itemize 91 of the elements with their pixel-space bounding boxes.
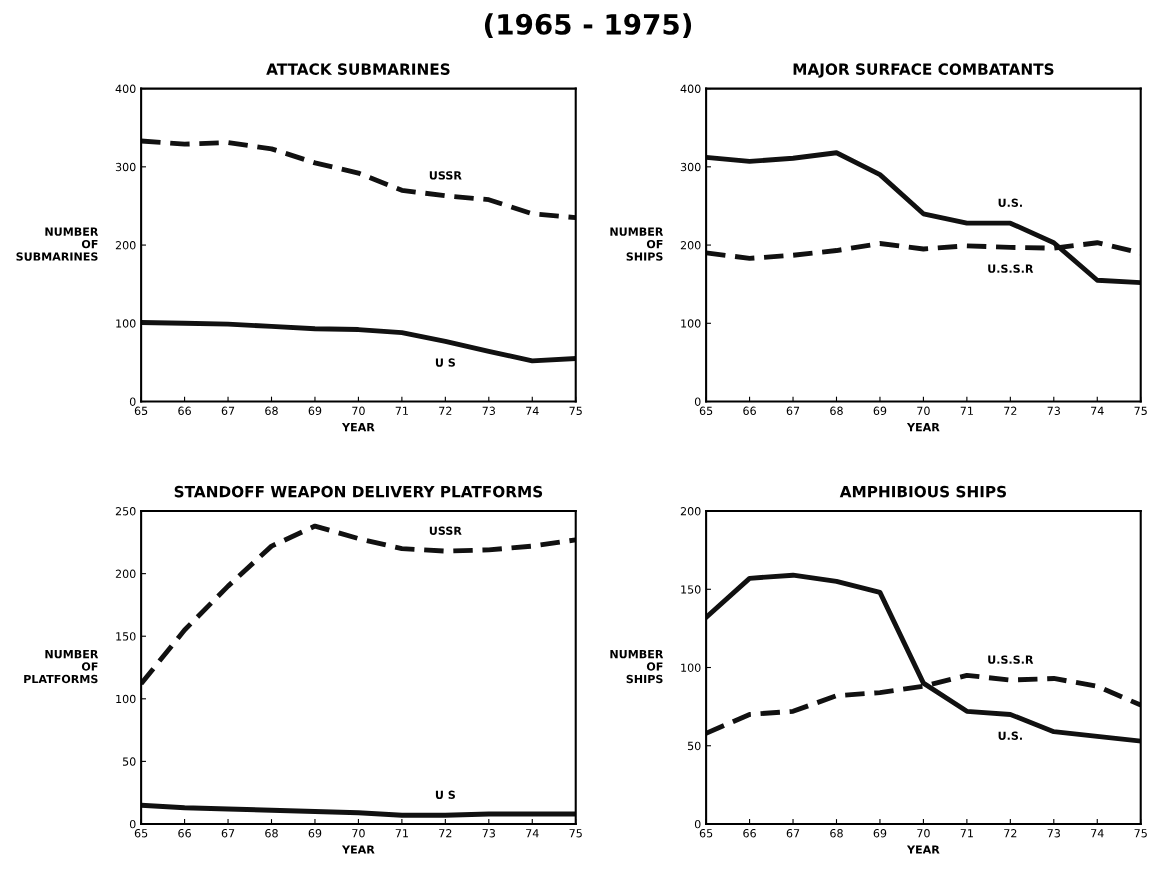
chart-title: AMPHIBIOUS SHIPS [839, 485, 1007, 498]
x-tick-label: 72 [1004, 829, 1017, 838]
y-tick-label: 0 [694, 819, 701, 829]
y-tick-label: 100 [681, 663, 701, 672]
y-tick-label: 250 [115, 507, 136, 516]
x-tick-label: 75 [1134, 829, 1147, 838]
line-series [141, 523, 576, 687]
x-tick-label: 69 [308, 829, 322, 838]
y-axis-title: NUMBER OF PLATFORMS [24, 650, 99, 684]
x-tick-label: 65 [699, 829, 713, 838]
x-tick-label: 72 [1004, 406, 1017, 415]
x-tick-label: 67 [786, 406, 800, 415]
x-tick-label: 72 [439, 829, 452, 838]
y-axis-title: NUMBER OF SHIPS [610, 227, 664, 261]
y-tick-label: 200 [115, 569, 136, 579]
y-tick-label: 200 [680, 241, 701, 250]
x-tick-label: 71 [960, 829, 973, 838]
series-label: U.S.S.R [988, 264, 1034, 273]
y-tick-label: 150 [116, 632, 136, 641]
y-tick-label: 200 [115, 241, 136, 250]
x-tick-label: 66 [743, 829, 756, 838]
x-tick-label: 68 [265, 829, 278, 838]
x-tick-label: 67 [221, 406, 235, 415]
x-tick-label: 67 [221, 829, 235, 838]
x-tick-label: 73 [1047, 829, 1060, 838]
x-axis-title: YEAR [906, 845, 940, 854]
y-tick-label: 50 [122, 757, 136, 766]
x-axis-title: YEAR [341, 423, 375, 432]
series-label: USSR [429, 171, 462, 180]
y-tick-label: 50 [687, 741, 701, 751]
x-tick-label: 66 [743, 406, 756, 415]
x-tick-label: 70 [352, 829, 365, 838]
x-axis-title: YEAR [906, 423, 940, 432]
chart-title: STANDOFF WEAPON DELIVERY PLATFORMS [174, 485, 543, 498]
x-tick-label: 75 [569, 829, 582, 838]
x-tick-label: 75 [569, 406, 582, 415]
y-tick-label: 400 [680, 84, 701, 93]
y-tick-label: 100 [681, 319, 701, 328]
y-tick-label: 100 [116, 694, 136, 704]
x-tick-label: 71 [395, 829, 408, 838]
chart-title: MAJOR SURFACE COMBATANTS [793, 63, 1054, 78]
x-tick-label: 73 [482, 829, 495, 838]
series-label: USSR [429, 526, 462, 535]
x-tick-label: 65 [134, 829, 148, 838]
x-tick-label: 70 [352, 406, 365, 415]
x-axis-title: YEAR [341, 845, 375, 854]
y-axis-title: NUMBER OF SHIPS [610, 650, 664, 684]
x-tick-label: 71 [960, 406, 973, 415]
x-tick-label: 66 [178, 406, 191, 415]
series-label: U S [435, 358, 455, 367]
y-tick-label: 150 [681, 585, 701, 594]
x-tick-label: 73 [1047, 406, 1060, 415]
y-tick-label: 400 [115, 84, 136, 93]
series-label: U.S.S.R [988, 655, 1034, 664]
x-tick-label: 70 [917, 829, 930, 838]
line-series [141, 138, 576, 221]
y-tick-label: 300 [115, 162, 136, 172]
x-tick-label: 74 [526, 406, 539, 415]
y-tick-label: 0 [129, 397, 136, 406]
x-tick-label: 70 [917, 406, 930, 415]
x-tick-label: 72 [439, 406, 452, 415]
x-tick-label: 71 [395, 406, 408, 415]
line-series [706, 150, 1141, 286]
x-tick-label: 73 [482, 406, 495, 415]
x-tick-label: 65 [134, 406, 148, 415]
y-tick-label: 100 [116, 319, 136, 328]
x-tick-label: 74 [1091, 829, 1104, 838]
x-tick-label: 74 [526, 829, 539, 838]
chart-title: ATTACK SUBMARINES [266, 63, 450, 75]
x-tick-label: 65 [699, 406, 713, 415]
y-tick-label: 0 [129, 819, 136, 829]
x-tick-label: 66 [178, 829, 191, 838]
x-tick-label: 68 [830, 829, 843, 838]
x-tick-label: 69 [308, 406, 322, 415]
y-tick-label: 200 [680, 507, 701, 516]
x-tick-label: 68 [830, 406, 843, 415]
y-axis-title: NUMBER OF SUBMARINES [16, 227, 99, 261]
y-tick-label: 300 [680, 162, 701, 172]
x-tick-label: 74 [1091, 406, 1104, 415]
series-label: U.S. [998, 198, 1022, 207]
x-tick-label: 69 [873, 829, 887, 838]
x-tick-label: 67 [786, 829, 800, 838]
x-tick-label: 75 [1134, 406, 1147, 415]
x-tick-label: 68 [265, 406, 278, 415]
line-series [706, 572, 1141, 744]
x-tick-label: 69 [873, 406, 887, 415]
series-label: U S [435, 790, 455, 799]
y-tick-label: 0 [694, 397, 701, 406]
text: (1965 - 1975) [484, 13, 692, 39]
series-label: U.S. [998, 731, 1022, 740]
line-series [141, 802, 576, 818]
